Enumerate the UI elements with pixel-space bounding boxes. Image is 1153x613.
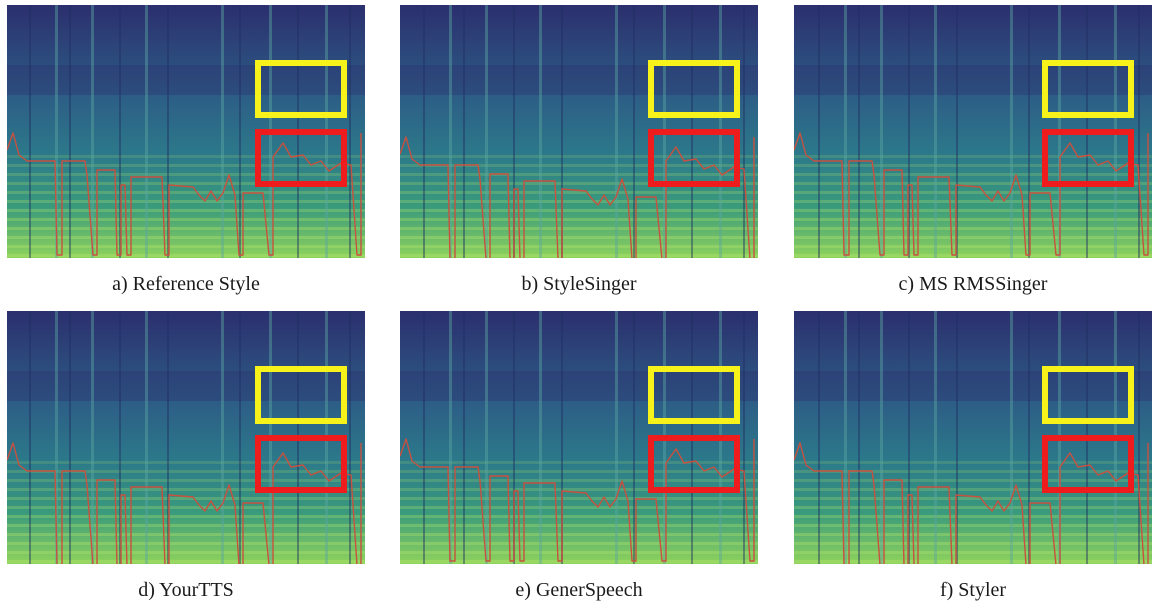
mel-spectrogram-graphic [400,311,758,564]
mel-spectrogram-image [7,311,365,564]
mel-spectrogram-image [400,5,758,258]
panel-caption: f) Styler [939,579,1007,601]
mel-spectrogram-graphic [400,5,758,258]
panel-caption: c) MS RMSSinger [898,273,1048,295]
mel-spectrogram-image [794,311,1152,564]
mel-spectrogram-image [7,5,365,258]
mel-spectrogram-graphic [7,311,365,564]
mel-spectrogram-graphic [7,5,365,258]
mel-spectrogram-image [794,5,1152,258]
panel-caption: e) GenerSpeech [515,579,643,601]
panel-caption: a) Reference Style [112,273,260,295]
mel-spectrogram-graphic [794,311,1152,564]
panel-caption: d) YourTTS [138,579,234,601]
mel-spectrogram-image [400,311,758,564]
panel-caption: b) StyleSinger [521,273,637,295]
mel-spectrogram-graphic [794,5,1152,258]
